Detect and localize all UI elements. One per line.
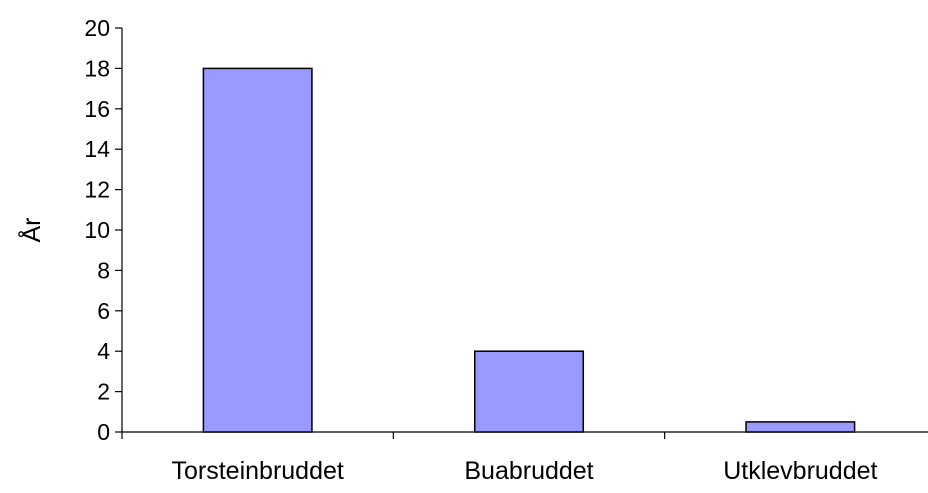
x-tick-label: Torsteinbruddet <box>172 457 344 485</box>
y-tick-label: 18 <box>84 55 110 81</box>
y-tick-label: 4 <box>97 338 110 364</box>
x-tick-label: Buabruddet <box>464 457 593 485</box>
y-tick-label: 16 <box>84 96 110 122</box>
y-axis: 0 2 4 6 8 10 12 14 16 18 20 <box>84 15 123 445</box>
y-tick-label: 0 <box>97 419 110 445</box>
y-tick-label: 8 <box>97 257 110 283</box>
bar-buabruddet <box>473 350 585 433</box>
bar-torsteinbruddet <box>202 67 313 433</box>
y-tick-label: 2 <box>97 379 110 405</box>
y-axis-label: År <box>16 218 46 243</box>
y-tick-label: 14 <box>84 136 110 162</box>
y-tick-label: 12 <box>84 177 110 203</box>
y-tick-label: 6 <box>97 298 110 324</box>
bars <box>202 67 856 433</box>
x-axis: Torsteinbruddet Buabruddet Utklevbruddet <box>121 431 928 485</box>
x-tick-label: Utklevbruddet <box>723 457 877 485</box>
y-tick-label: 10 <box>84 217 110 243</box>
y-tick-label: 20 <box>84 15 110 41</box>
bar-utklevbruddet <box>745 421 856 433</box>
